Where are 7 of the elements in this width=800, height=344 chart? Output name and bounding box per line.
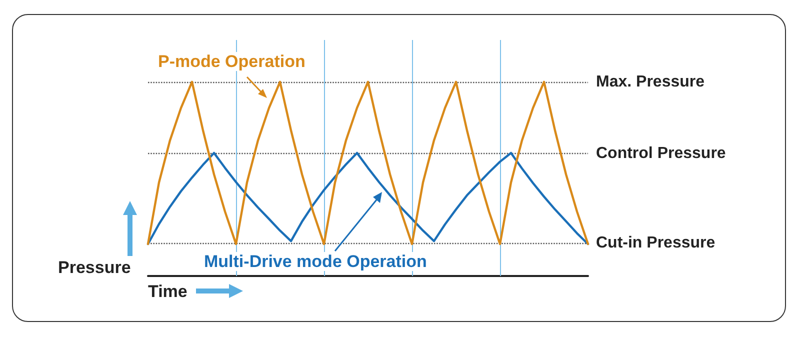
y-axis-title: Pressure	[58, 258, 131, 277]
x-axis-title: Time	[148, 282, 188, 301]
series-label: Multi-Drive mode Operation	[204, 252, 427, 271]
ref-line-label: Control Pressure	[596, 145, 726, 162]
series-label: P-mode Operation	[158, 52, 306, 71]
ref-line-label: Max. Pressure	[596, 73, 705, 90]
ref-line-label: Cut-in Pressure	[596, 234, 716, 252]
